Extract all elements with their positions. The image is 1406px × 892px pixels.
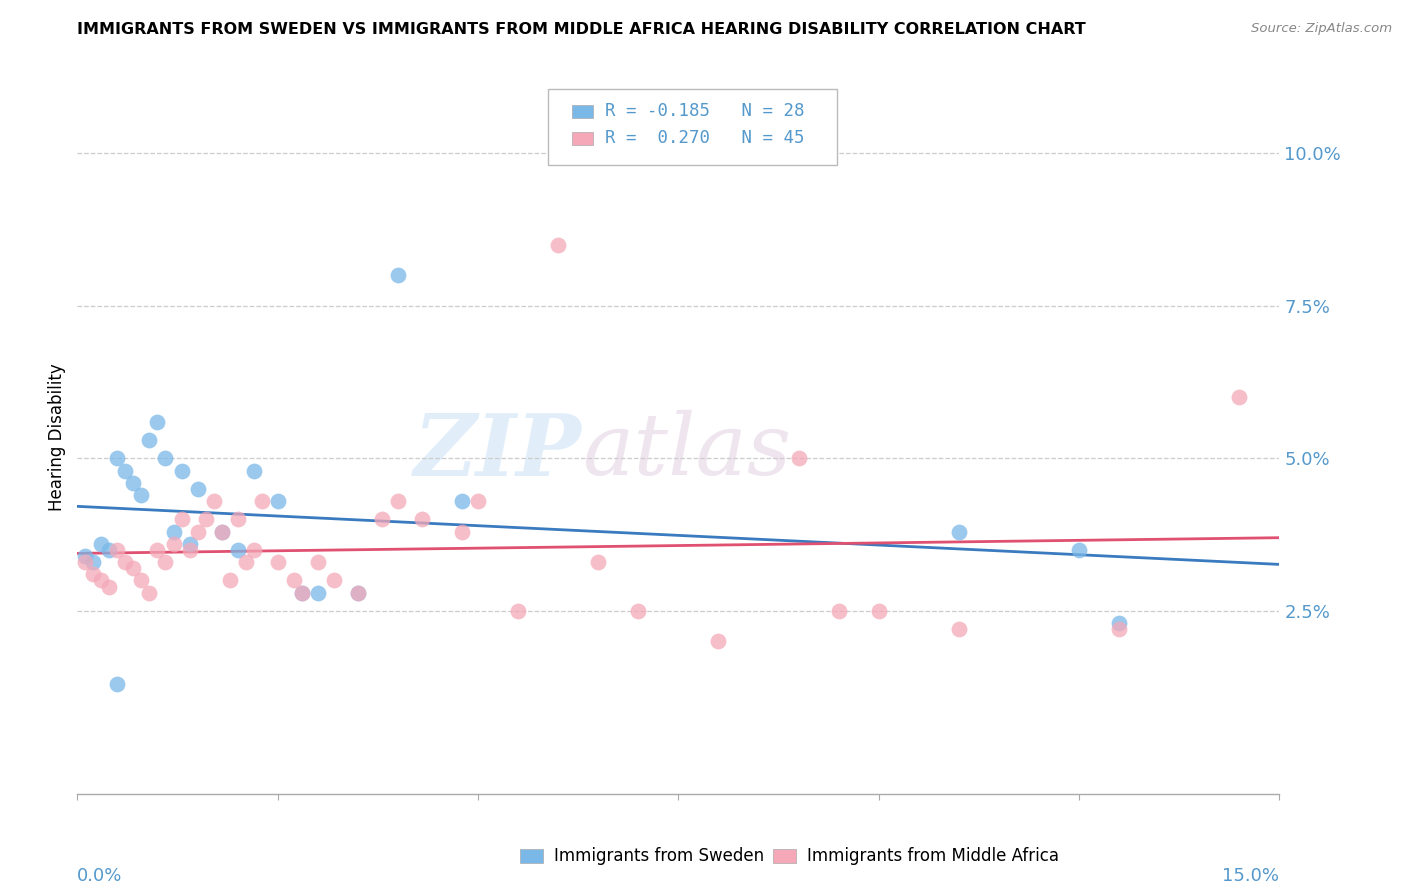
Point <box>291 585 314 599</box>
Point <box>138 433 160 447</box>
Point <box>179 542 201 557</box>
Point <box>107 542 129 557</box>
Text: 0.0%: 0.0% <box>77 867 122 885</box>
Point <box>82 567 104 582</box>
Point <box>387 268 409 283</box>
Point <box>467 494 489 508</box>
Point <box>138 585 160 599</box>
Point <box>122 561 145 575</box>
Point <box>1069 542 1091 557</box>
Point <box>146 415 169 429</box>
Point <box>235 555 257 569</box>
Point <box>828 604 851 618</box>
Point <box>347 585 370 599</box>
Point <box>155 555 177 569</box>
Point <box>155 451 177 466</box>
Point <box>107 451 129 466</box>
Point <box>170 464 193 478</box>
Point <box>194 512 217 526</box>
Text: Source: ZipAtlas.com: Source: ZipAtlas.com <box>1251 22 1392 36</box>
Point <box>226 512 249 526</box>
Point <box>114 555 136 569</box>
Text: Immigrants from Middle Africa: Immigrants from Middle Africa <box>807 847 1059 865</box>
Point <box>211 524 233 539</box>
Point <box>131 488 153 502</box>
Point <box>202 494 225 508</box>
Text: Immigrants from Sweden: Immigrants from Sweden <box>554 847 763 865</box>
Point <box>707 634 730 648</box>
Text: IMMIGRANTS FROM SWEDEN VS IMMIGRANTS FROM MIDDLE AFRICA HEARING DISABILITY CORRE: IMMIGRANTS FROM SWEDEN VS IMMIGRANTS FRO… <box>77 22 1085 37</box>
Point <box>787 451 810 466</box>
Point <box>283 574 305 588</box>
Point <box>868 604 890 618</box>
Point <box>162 524 184 539</box>
Point <box>162 537 184 551</box>
Point <box>267 555 290 569</box>
Point <box>267 494 290 508</box>
Text: atlas: atlas <box>582 410 792 492</box>
Point <box>146 542 169 557</box>
Text: R = -0.185   N = 28: R = -0.185 N = 28 <box>605 103 804 120</box>
Point <box>186 524 209 539</box>
Point <box>1229 391 1251 405</box>
Point <box>211 524 233 539</box>
Point <box>250 494 273 508</box>
Point <box>179 537 201 551</box>
Point <box>588 555 610 569</box>
Point <box>371 512 394 526</box>
Point <box>1108 622 1130 636</box>
Point <box>82 555 104 569</box>
Point <box>948 622 970 636</box>
Point <box>451 494 474 508</box>
Text: R =  0.270   N = 45: R = 0.270 N = 45 <box>605 129 804 147</box>
Point <box>186 482 209 496</box>
Point <box>122 475 145 490</box>
Point <box>242 542 264 557</box>
Point <box>90 574 112 588</box>
Point <box>114 464 136 478</box>
Point <box>322 574 344 588</box>
Point <box>226 542 249 557</box>
Point <box>98 580 121 594</box>
Text: 15.0%: 15.0% <box>1222 867 1279 885</box>
Point <box>307 555 329 569</box>
Point <box>307 585 329 599</box>
Point <box>411 512 433 526</box>
Y-axis label: Hearing Disability: Hearing Disability <box>48 363 66 511</box>
Text: ZIP: ZIP <box>415 409 582 493</box>
Point <box>75 549 97 563</box>
Point <box>627 604 650 618</box>
Point <box>131 574 153 588</box>
Point <box>107 677 129 691</box>
Point <box>98 542 121 557</box>
Point <box>242 464 264 478</box>
Point <box>508 604 530 618</box>
Point <box>170 512 193 526</box>
Point <box>218 574 240 588</box>
Point <box>547 238 569 252</box>
Point <box>75 555 97 569</box>
Point <box>948 524 970 539</box>
Point <box>1108 616 1130 631</box>
Point <box>387 494 409 508</box>
Point <box>291 585 314 599</box>
Point <box>451 524 474 539</box>
Point <box>347 585 370 599</box>
Point <box>90 537 112 551</box>
